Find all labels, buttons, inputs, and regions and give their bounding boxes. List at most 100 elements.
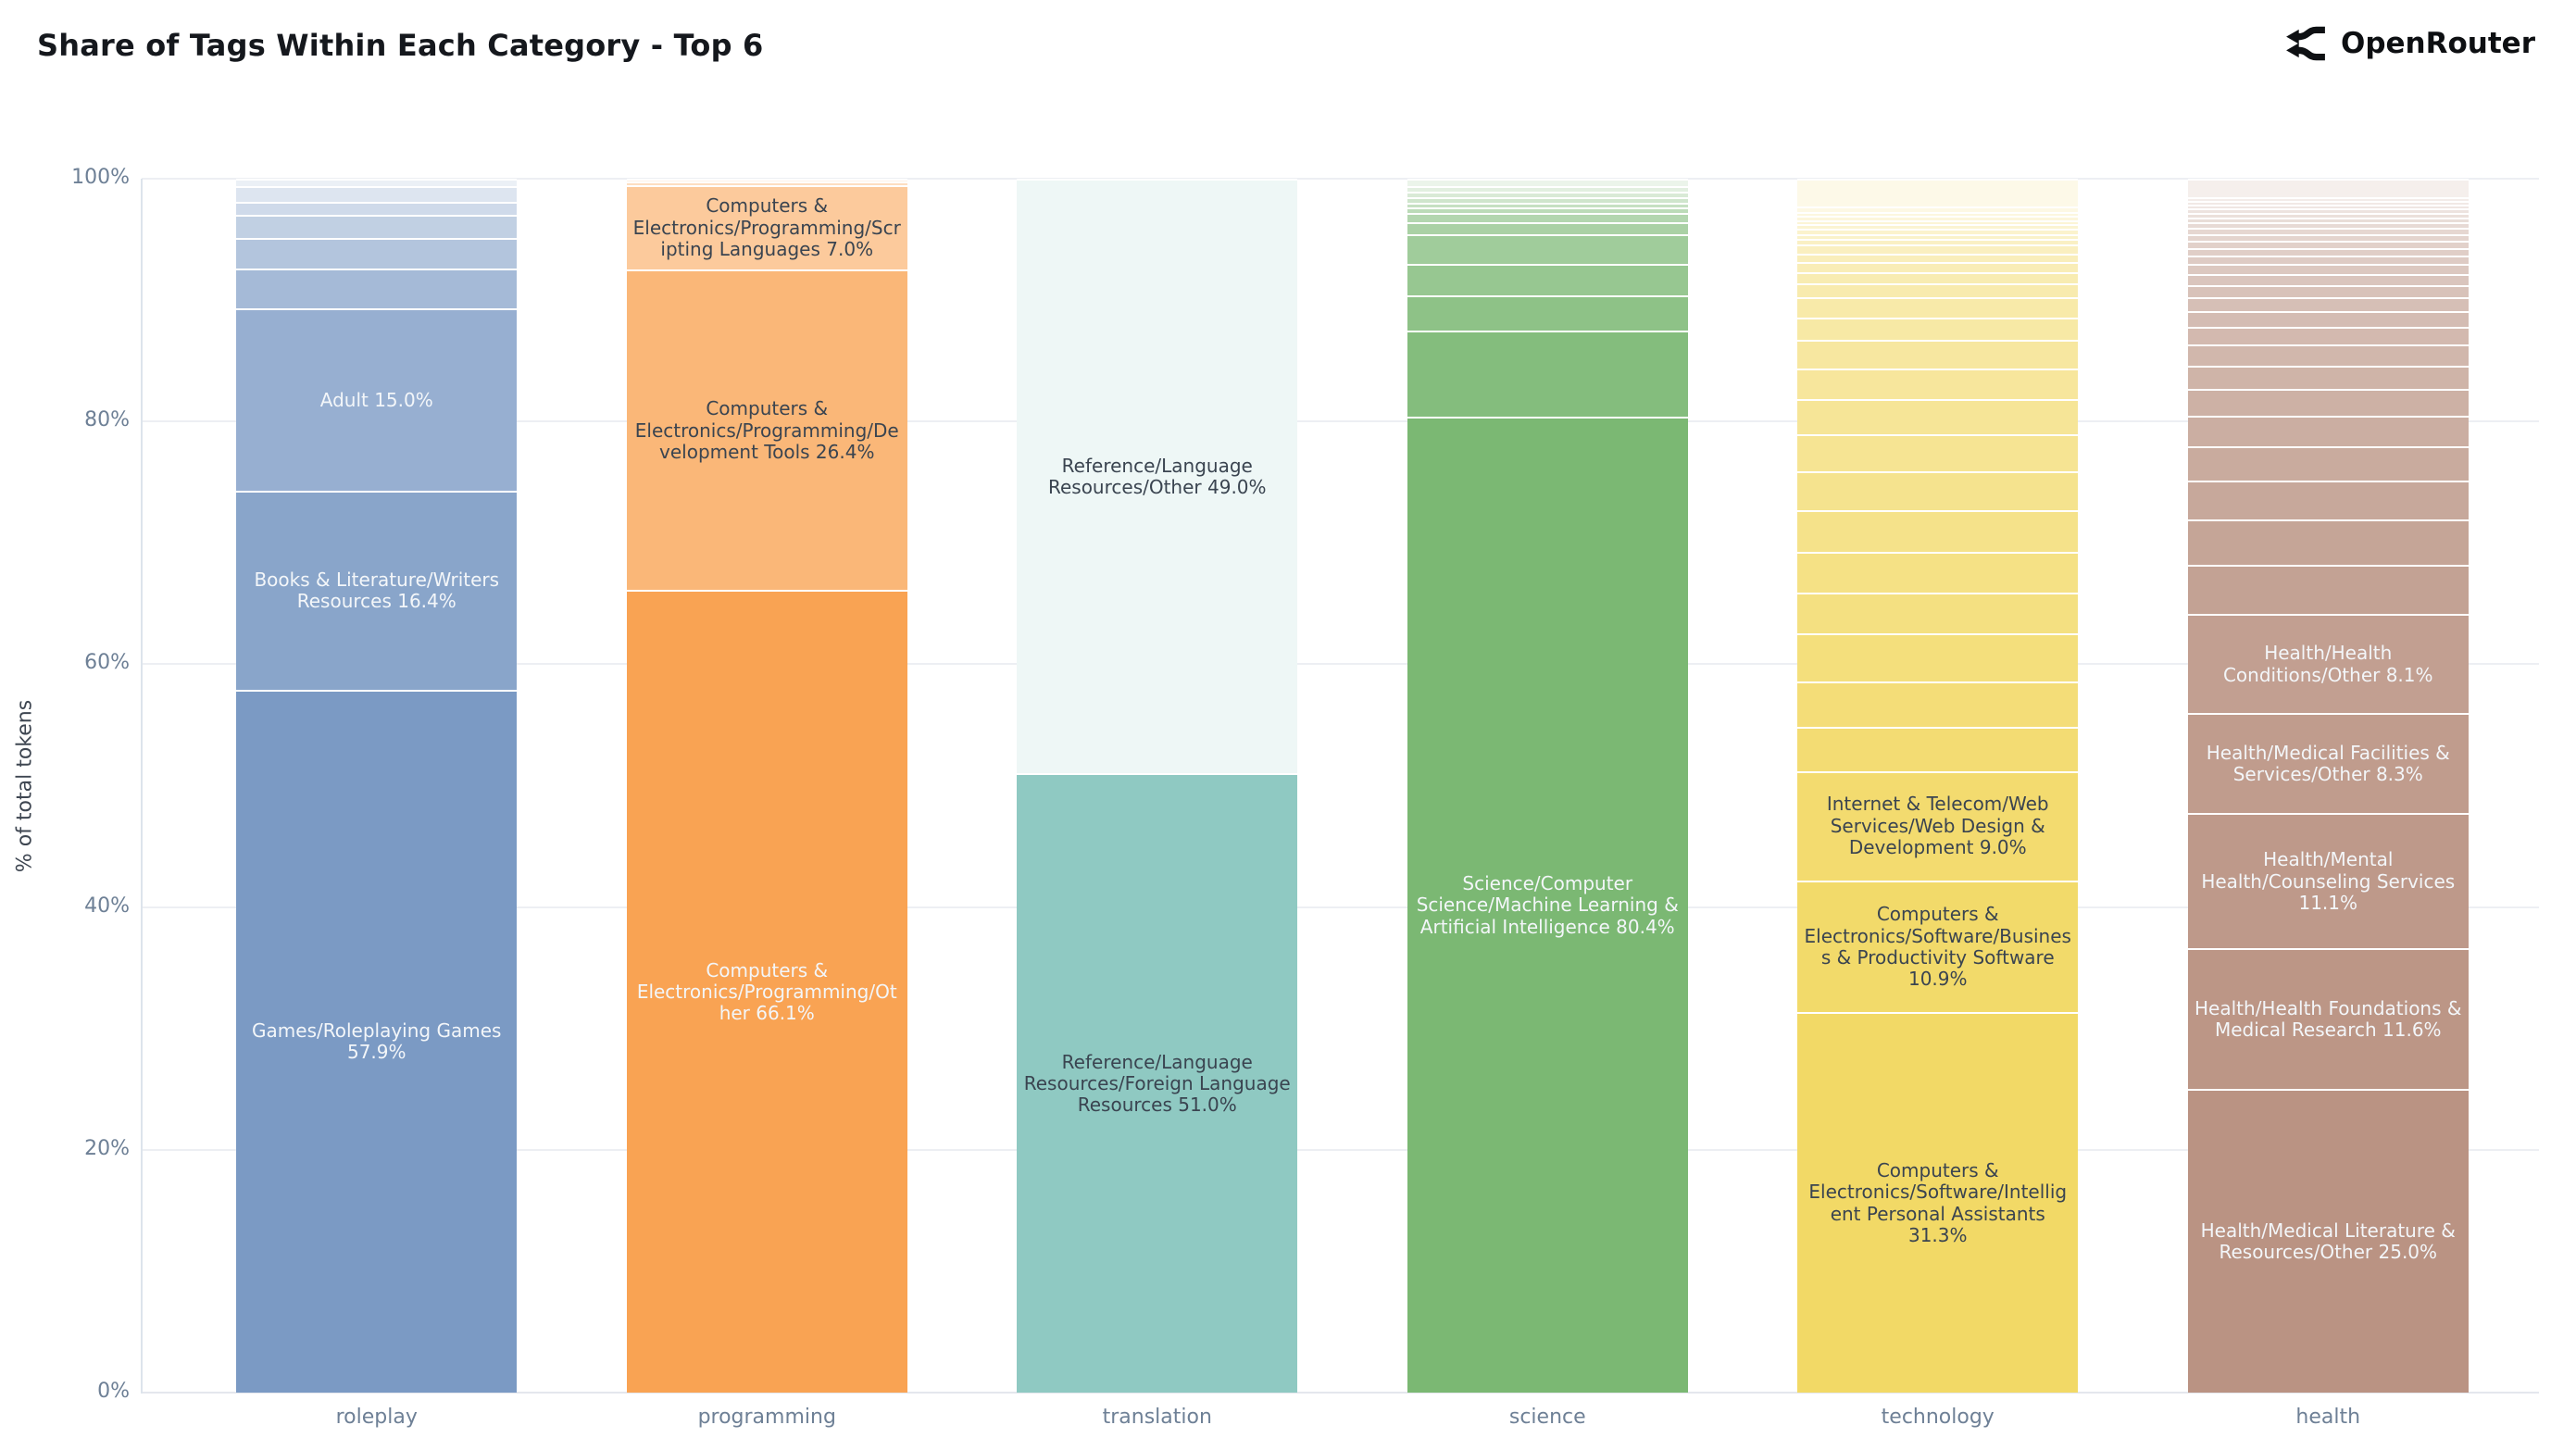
segment-small-technology[interactable]: [1797, 681, 2079, 728]
bar-stack: Adult 15.0% Books & Literature/Writers Re…: [236, 179, 518, 1393]
bar-roleplay: Adult 15.0% Books & Literature/Writers Re…: [181, 179, 572, 1393]
segment-small-technology[interactable]: [1797, 219, 2079, 225]
segment-small-science[interactable]: [1407, 197, 1688, 203]
segment-small-health[interactable]: [2187, 264, 2469, 274]
segment-small-health[interactable]: [2187, 344, 2469, 366]
segment-label: Reference/Language Resources/Other 49.0%: [1047, 454, 1267, 499]
segment-small-health[interactable]: [2187, 200, 2469, 205]
segment-small-technology[interactable]: [1797, 261, 2079, 272]
segment-health[interactable]: Health/Medical Literature & Resources/Ot…: [2187, 1089, 2469, 1393]
segment-small-health[interactable]: [2187, 365, 2469, 390]
segment-label: Health/Health Conditions/Other 8.1%: [2222, 642, 2433, 686]
segment-small-health[interactable]: [2187, 228, 2469, 234]
segment-translation[interactable]: Reference/Language Resources/Other 49.0%: [1017, 179, 1298, 774]
segment-small-technology[interactable]: [1797, 297, 2079, 318]
segment-small-technology[interactable]: [1797, 339, 2079, 369]
segment-technology[interactable]: Computers & Electronics/Software/Intelli…: [1797, 1012, 2079, 1393]
segment-small-technology[interactable]: [1797, 369, 2079, 400]
segment-small-technology[interactable]: [1797, 224, 2079, 230]
segment-small-science[interactable]: [1407, 222, 1688, 235]
segment-small-technology[interactable]: [1797, 239, 2079, 245]
segment-small-technology[interactable]: [1797, 253, 2079, 262]
segment-small-science[interactable]: [1407, 192, 1688, 198]
segment-small-technology[interactable]: [1797, 633, 2079, 681]
segment-small-technology[interactable]: [1797, 433, 2079, 472]
segment-small-roleplay[interactable]: [236, 179, 518, 186]
segment-small-science[interactable]: [1407, 212, 1688, 223]
segment-small-health[interactable]: [2187, 326, 2469, 345]
segment-small-health[interactable]: [2187, 296, 2469, 311]
y-tick-label: 80%: [84, 408, 130, 432]
segment-small-science[interactable]: [1407, 294, 1688, 331]
segment-small-health[interactable]: [2187, 389, 2469, 417]
segment-small-technology[interactable]: [1797, 283, 2079, 298]
segment-health[interactable]: Health/Health Foundations & Medical Rese…: [2187, 947, 2469, 1090]
segment-roleplay[interactable]: Books & Literature/Writers Resources 16.…: [236, 490, 518, 690]
segment-small-health[interactable]: [2187, 222, 2469, 229]
segment-small-health[interactable]: [2187, 212, 2469, 218]
segment-small-health[interactable]: [2187, 196, 2469, 201]
segment-small-health[interactable]: [2187, 445, 2469, 481]
segment-label: Health/Health Foundations & Medical Rese…: [2195, 996, 2462, 1041]
segment-small-technology[interactable]: [1797, 271, 2079, 284]
segment-small-health[interactable]: [2187, 204, 2469, 209]
segment-programming[interactable]: Computers & Electronics/Programming/Scri…: [626, 184, 907, 270]
segment-small-health[interactable]: [2187, 519, 2469, 565]
segment-small-roleplay[interactable]: [236, 201, 518, 216]
segment-small-health[interactable]: [2187, 233, 2469, 241]
segment-small-roleplay[interactable]: [236, 185, 518, 202]
segment-small-technology[interactable]: [1797, 179, 2079, 207]
segment-programming[interactable]: Computers & Electronics/Programming/Deve…: [626, 269, 907, 591]
segment-small-roleplay[interactable]: [236, 215, 518, 239]
segment-small-technology[interactable]: [1797, 471, 2079, 511]
segment-health[interactable]: Health/Mental Health/Counseling Services…: [2187, 813, 2469, 948]
segment-small-science[interactable]: [1407, 263, 1688, 295]
segment-technology[interactable]: Internet & Telecom/Web Services/Web Desi…: [1797, 770, 2079, 881]
segment-health[interactable]: Health/Medical Facilities & Services/Oth…: [2187, 712, 2469, 814]
segment-small-health[interactable]: [2187, 256, 2469, 265]
segment-small-health[interactable]: [2187, 240, 2469, 248]
segment-small-health[interactable]: [2187, 564, 2469, 615]
segment-small-technology[interactable]: [1797, 233, 2079, 240]
segment-small-health[interactable]: [2187, 273, 2469, 285]
segment-small-health[interactable]: [2187, 416, 2469, 446]
segment-small-technology[interactable]: [1797, 212, 2079, 216]
segment-small-technology[interactable]: [1797, 244, 2079, 254]
segment-small-health[interactable]: [2187, 481, 2469, 520]
segment-small-technology[interactable]: [1797, 399, 2079, 434]
openrouter-logo[interactable]: OpenRouter: [2284, 24, 2535, 63]
segment-small-science[interactable]: [1407, 202, 1688, 207]
segment-small-science[interactable]: [1407, 179, 1688, 186]
segment-small-roleplay[interactable]: [236, 268, 518, 309]
segment-small-technology[interactable]: [1797, 551, 2079, 593]
segment-roleplay[interactable]: Adult 15.0%: [236, 308, 518, 491]
segment-small-programming[interactable]: [626, 181, 907, 185]
segment-roleplay[interactable]: Games/Roleplaying Games 57.9%: [236, 689, 518, 1393]
segment-small-health[interactable]: [2187, 179, 2469, 197]
segment-small-technology[interactable]: [1797, 592, 2079, 634]
segment-small-science[interactable]: [1407, 330, 1688, 417]
segment-technology[interactable]: Computers & Electronics/Software/Busines…: [1797, 880, 2079, 1013]
segment-small-science[interactable]: [1407, 185, 1688, 193]
segment-small-technology[interactable]: [1797, 206, 2079, 213]
segment-small-technology[interactable]: [1797, 727, 2079, 771]
segment-health[interactable]: Health/Health Conditions/Other 8.1%: [2187, 614, 2469, 713]
segment-small-health[interactable]: [2187, 217, 2469, 223]
segment-small-health[interactable]: [2187, 247, 2469, 256]
segment-label: Adult 15.0%: [319, 388, 433, 411]
segment-small-health[interactable]: [2187, 284, 2469, 297]
segment-small-technology[interactable]: [1797, 215, 2079, 220]
segment-small-technology[interactable]: [1797, 317, 2079, 340]
segment-small-roleplay[interactable]: [236, 238, 518, 269]
segment-small-health[interactable]: [2187, 208, 2469, 213]
bar-health: Health/Health Conditions/Other 8.1% Healt…: [2133, 179, 2524, 1393]
segment-science[interactable]: Science/Computer Science/Machine Learnin…: [1407, 416, 1688, 1393]
segment-small-technology[interactable]: [1797, 510, 2079, 552]
segment-small-health[interactable]: [2187, 310, 2469, 327]
segment-translation[interactable]: Reference/Language Resources/Foreign Lan…: [1017, 773, 1298, 1393]
segment-small-science[interactable]: [1407, 206, 1688, 213]
segment-small-programming[interactable]: [626, 179, 907, 181]
segment-small-science[interactable]: [1407, 234, 1688, 264]
segment-small-technology[interactable]: [1797, 229, 2079, 234]
segment-programming[interactable]: Computers & Electronics/Programming/Othe…: [626, 590, 907, 1393]
